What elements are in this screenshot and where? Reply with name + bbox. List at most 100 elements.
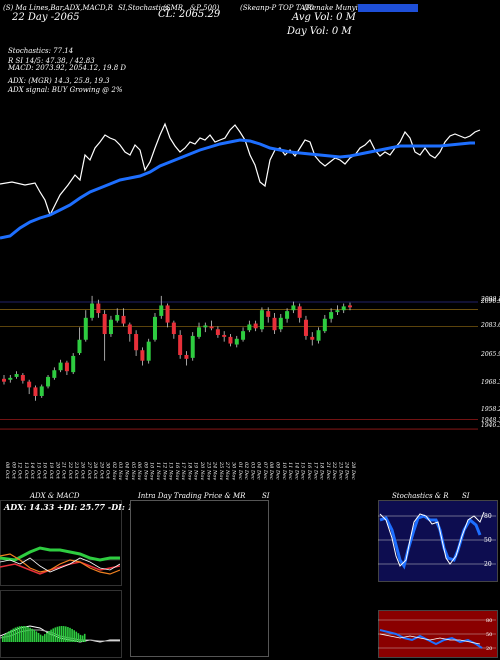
candle-body [83, 317, 88, 340]
macd-hist-bar [44, 634, 46, 642]
x-tick-label: 18 Dec [319, 462, 325, 480]
candle-body [316, 330, 321, 341]
candle-body [247, 324, 252, 331]
x-tick-label: 09 Nov [142, 462, 148, 480]
macd-hist-bar [75, 631, 78, 642]
adx-label: ADX: (MGR) 14.3, 25.8, 19.3 [8, 77, 110, 85]
candle-body [329, 312, 334, 319]
x-tick-label: 13 Oct [23, 462, 29, 480]
price-axis-label: 2096.91 [481, 298, 500, 305]
macd-hist-bar [10, 629, 12, 642]
candle-body [159, 305, 164, 316]
rsi-tick-20: 20 [486, 646, 492, 652]
candle-body [102, 314, 107, 335]
candle-body [108, 319, 113, 335]
candle-body [146, 341, 151, 361]
adx-plus-line [0, 546, 120, 562]
x-axis: 08 Oct 09 Oct 12 Oct 13 Oct 14 Oct 15 Oct 16 O… [4, 461, 356, 480]
x-tick-label: 23 Dec [337, 461, 343, 480]
x-tick-label: 28 Dec [350, 461, 356, 480]
close-label: CL: 2065.29 [158, 9, 221, 20]
candle-body [272, 317, 277, 331]
rsi-tick-80: 80 [486, 618, 492, 624]
x-tick-label: 15 Dec [300, 462, 306, 480]
macd-hist-bar [81, 635, 84, 642]
candle-body [20, 375, 25, 381]
macd-hist-bar [73, 630, 75, 642]
rsi-lines: 80 50 20 [378, 618, 496, 652]
x-tick-label: 01 Dec [237, 462, 243, 480]
candle-body [171, 322, 176, 335]
macd-hist-bar [29, 627, 31, 642]
candle-body [259, 310, 264, 330]
candle-body [64, 362, 69, 372]
candle-body [241, 331, 246, 340]
x-tick-label: 21 Dec [325, 461, 331, 480]
candle-body [310, 336, 315, 340]
header-line1f: (Renake Munyilysion.com [304, 4, 396, 12]
macd-hist-bar [41, 635, 44, 642]
candle-body [266, 311, 271, 317]
x-tick-label: 09 Oct [10, 462, 16, 480]
x-tick-label: 29 Oct [98, 461, 104, 480]
candle-body [184, 354, 189, 359]
ma-line [0, 138, 475, 240]
x-tick-label: 08 Oct [4, 462, 10, 480]
stoch-tick-20: 20 [484, 561, 492, 568]
candle-body [228, 336, 233, 344]
x-tick-label: 16 Nov [174, 462, 180, 480]
adx-panel [0, 500, 122, 586]
mr-panel-title: Intra Day Trading Price & MR [138, 492, 246, 500]
candle-body [178, 334, 183, 355]
macd-hist-bar [12, 628, 15, 642]
x-tick-label: 15 Oct [35, 462, 41, 480]
x-tick-label: 22 Dec [331, 461, 337, 480]
stoch-label: Stochastics: 77.14 [8, 47, 74, 55]
x-tick-label: 07 Dec [262, 462, 268, 480]
adx-panel-values: ADX: 14.33 +DI: 25.77 -DI: 19.31 [4, 502, 153, 512]
price-axis-label: 2098.14 [481, 296, 500, 303]
macd-hist-bar [60, 626, 63, 642]
price-axis-label: 1946.36 [481, 422, 500, 429]
macd-hist-bar [54, 627, 57, 642]
price-line [0, 122, 481, 217]
x-tick-label: 17 Dec [312, 462, 318, 480]
x-tick-label: 16 Oct [42, 462, 48, 480]
candle-body [52, 370, 57, 378]
x-tick-label: 16 Dec [306, 462, 312, 480]
candle-body [278, 317, 283, 330]
header-line1: (S) Ma Lines,Bar,ADX,MACD,R [3, 4, 113, 12]
x-tick-label: 24 Dec [344, 461, 350, 480]
candle-body [134, 334, 139, 351]
x-tick-label: 19 Nov [193, 462, 199, 480]
adx-panel-title: ADX & MACD [30, 492, 80, 500]
candle-body [115, 314, 120, 321]
stoch-d-line [379, 511, 485, 567]
x-tick-label: 04 Dec [256, 462, 262, 480]
x-tick-label: 14 Oct [29, 462, 35, 480]
macd-panel [0, 590, 122, 658]
macd-hist-bar [69, 627, 71, 642]
x-tick-label: 14 Dec [293, 462, 299, 480]
rsi-line [379, 629, 483, 649]
macd-hist-bar [2, 636, 4, 642]
candle-body [203, 325, 208, 328]
macd-hist-bar [52, 628, 54, 642]
candle-body [152, 316, 157, 340]
macd-hist-bar [65, 626, 67, 642]
price-axis-label: 1968.34 [481, 379, 500, 386]
x-tick-label: 10 Nov [149, 462, 155, 480]
x-tick-label: 03 Nov [117, 462, 123, 480]
candle-body [2, 378, 6, 382]
candle-body [165, 305, 170, 323]
adx-white-line [0, 557, 120, 573]
macd-hist-bar [4, 634, 6, 642]
x-tick-label: 27 Oct [86, 461, 92, 480]
adx-signal-label: ADX signal: BUY Growing @ 2% [8, 86, 123, 94]
stoch-panel-title: Stochastics & R [392, 492, 449, 500]
macd-hist-bar [83, 633, 86, 642]
header-line1d: &P 500) [190, 4, 220, 12]
macd-hist-bar [58, 626, 61, 642]
x-tick-label: 27 Nov [224, 461, 230, 480]
candle-body [77, 339, 82, 354]
